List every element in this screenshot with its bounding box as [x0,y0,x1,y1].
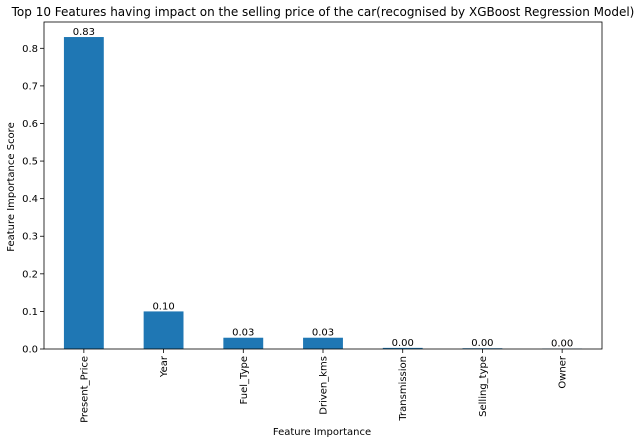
data-label: 0.00 [471,338,493,349]
y-tick-label: 0.2 [22,269,38,280]
bar [303,337,343,349]
data-label: 0.83 [73,27,95,38]
y-tick-label: 0.7 [22,81,38,92]
x-tick-label: Selling_type [478,356,489,417]
x-tick-label: Year [159,355,170,378]
data-label: 0.10 [152,301,174,312]
y-tick-label: 0.6 [22,119,38,130]
x-tick-label: Present_Price [79,356,90,423]
y-tick-label: 0.1 [22,307,38,318]
data-label: 0.03 [232,328,254,339]
y-tick-label: 0.8 [22,44,38,55]
plot-area: 0.83 Present_Price 0.10 Year 0.03 Fuel_Type 0.… [22,21,603,423]
x-tick-label: Driven_kms [319,356,330,415]
bar [382,347,423,349]
y-tick-label: 0.4 [22,194,38,205]
y-tick-label: 0.0 [22,345,38,356]
data-label: 0.00 [551,339,573,350]
chart-title: Top 10 Features having impact on the sel… [11,5,635,19]
x-axis-label: Feature Importance [273,427,371,438]
y-tick-label: 0.5 [22,157,38,168]
bar [63,37,104,349]
y-tick-label: 0.3 [22,232,38,243]
axes-frame [43,21,603,350]
x-tick-label: Fuel_Type [239,356,250,404]
data-label: 0.00 [392,338,414,349]
x-tick-label: Owner [558,355,569,389]
y-axis-label: Feature Importance Score [6,122,17,251]
data-label: 0.03 [312,328,334,339]
bar [143,311,184,349]
bar [223,337,264,349]
x-tick-label: Transmission [398,356,409,422]
